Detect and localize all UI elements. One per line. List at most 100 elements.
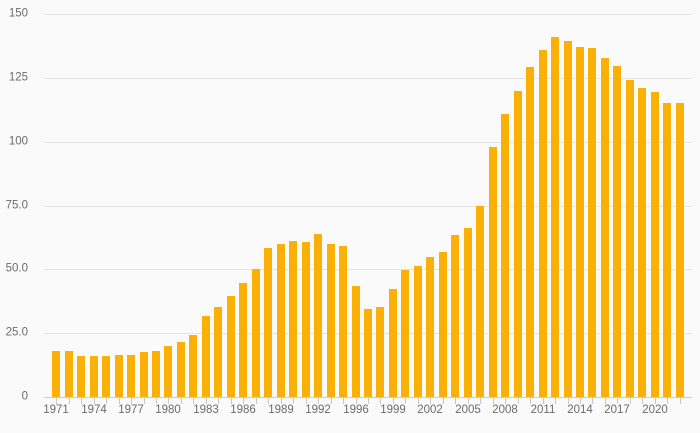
bar[interactable] [89,356,98,397]
bar[interactable] [551,36,560,397]
y-tick-label: 75.0 [5,198,28,211]
x-tick [667,397,668,404]
x-tick-label: 2017 [604,404,630,416]
bar[interactable] [314,234,323,397]
bar[interactable] [251,268,260,397]
bar[interactable] [613,65,622,397]
x-tick [580,397,581,404]
x-tick [268,397,269,404]
bar[interactable] [638,88,647,397]
bar[interactable] [226,296,235,397]
bar[interactable] [326,243,335,397]
x-tick [518,397,519,404]
x-tick-label: 2020 [642,404,668,416]
bar[interactable] [463,228,472,397]
x-tick-label: 2002 [417,404,443,416]
x-tick-label: 1983 [193,404,219,416]
x-tick [156,397,157,404]
x-tick [605,397,606,404]
bar[interactable] [139,351,148,397]
x-tick [331,397,332,404]
x-tick [131,397,132,404]
bar[interactable] [364,308,372,397]
x-tick-label: 2014 [567,404,593,416]
x-tick [592,397,593,404]
bar[interactable] [488,147,497,397]
bar[interactable] [451,234,460,397]
bar[interactable] [476,206,485,397]
bar[interactable] [563,40,572,397]
bar[interactable] [239,283,248,397]
x-tick-label: 2011 [530,404,556,416]
x-tick-label: 2005 [455,404,481,416]
bar[interactable] [339,246,348,397]
bar[interactable] [513,90,522,397]
bar[interactable] [201,315,210,397]
bar[interactable] [77,355,86,397]
bars-layer [44,14,692,397]
x-tick [568,397,569,404]
bar[interactable] [376,306,385,397]
bar[interactable] [176,342,185,397]
bar[interactable] [625,80,634,397]
bar[interactable] [264,247,273,397]
x-tick [94,397,95,404]
y-tick-label: 25.0 [5,326,28,339]
bar[interactable] [426,256,435,397]
bar[interactable] [351,285,360,397]
x-tick-label: 1992 [305,404,331,416]
bar[interactable] [663,102,672,397]
bar[interactable] [526,67,535,397]
bar[interactable] [538,49,547,397]
gridline-150 [44,14,692,15]
x-tick [81,397,82,404]
bar[interactable] [438,252,447,397]
x-tick [630,397,631,404]
bar[interactable] [276,243,285,397]
y-tick-label: 125 [8,71,28,84]
x-tick [368,397,369,404]
x-tick [555,397,556,404]
x-tick-label: 1999 [380,404,406,416]
bar[interactable] [301,241,310,397]
bar[interactable] [401,270,410,397]
x-tick-label: 1989 [268,404,294,416]
bar[interactable] [576,47,584,397]
bar[interactable] [52,350,61,397]
bar[interactable] [588,48,597,397]
x-tick [256,397,257,404]
bar[interactable] [189,334,198,397]
bar[interactable] [289,241,298,397]
bar[interactable] [675,103,684,397]
x-tick-label: 1986 [230,404,256,416]
bar[interactable] [214,307,223,397]
bar[interactable] [650,91,659,397]
x-tick [231,397,232,404]
gridline-50.0 [44,269,692,271]
gridline-75.0 [44,205,692,207]
x-tick [380,397,381,404]
bar[interactable] [114,355,123,397]
x-tick [218,397,219,404]
bar[interactable] [64,351,73,397]
x-tick-label: 2008 [492,404,518,416]
bar[interactable] [388,289,397,397]
bar[interactable] [164,346,173,397]
bar[interactable] [501,114,510,397]
bar[interactable] [413,266,422,397]
x-tick [144,397,145,404]
x-tick [642,397,643,404]
x-tick-label: 1974 [81,404,107,416]
x-tick [56,397,57,404]
x-tick [393,397,394,404]
x-tick [106,397,107,404]
plot-area: 0 25.0 50.0 75.0 100 125 150 [6,8,692,402]
x-tick [418,397,419,404]
bar[interactable] [127,354,136,397]
bar[interactable] [152,350,160,397]
bar[interactable] [102,355,111,397]
gridline-100 [44,141,692,143]
bar[interactable] [600,57,609,397]
x-tick [505,397,506,404]
